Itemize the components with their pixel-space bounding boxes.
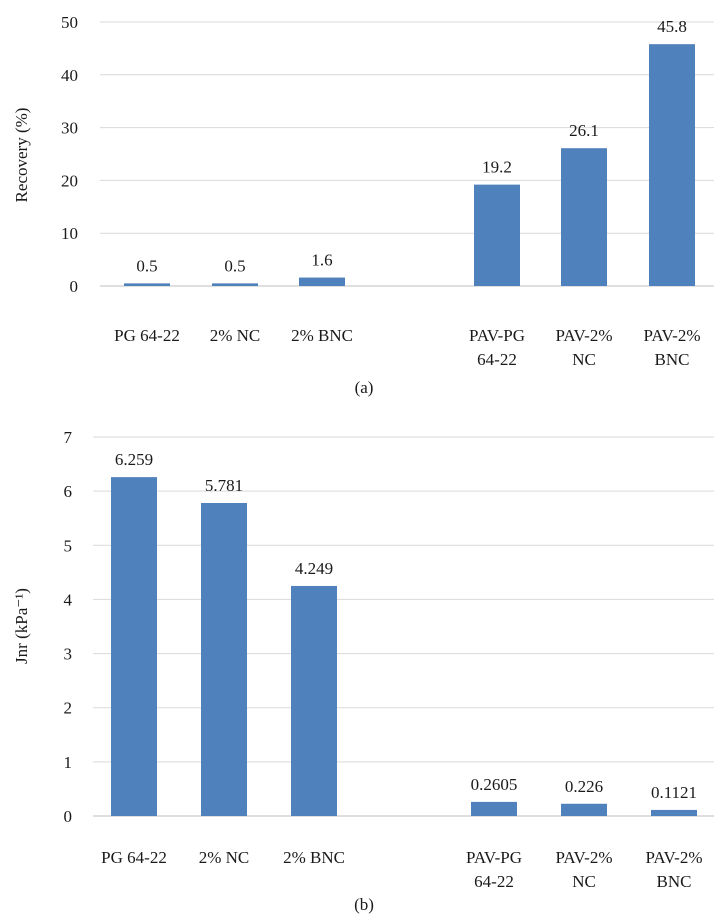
x-category-label: NC xyxy=(572,350,596,369)
y-axis-title: Recovery (%) xyxy=(12,108,31,203)
x-category-label: BNC xyxy=(655,350,690,369)
bar xyxy=(212,283,258,286)
data-label: 4.249 xyxy=(295,559,333,578)
y-tick-label: 0 xyxy=(64,807,73,826)
bar xyxy=(111,477,157,816)
x-category-label: 2% NC xyxy=(199,848,250,867)
bar xyxy=(651,809,697,816)
y-tick-label: 3 xyxy=(64,645,73,664)
panel-caption: (a) xyxy=(355,378,374,397)
data-label: 0.2605 xyxy=(471,775,518,794)
x-category-label: PG 64-22 xyxy=(114,326,180,345)
x-category-label: PAV-2% xyxy=(555,326,612,345)
y-tick-label: 6 xyxy=(64,482,73,501)
y-tick-label: 1 xyxy=(64,753,73,772)
data-label: 45.8 xyxy=(657,17,687,36)
data-label: 0.226 xyxy=(565,777,603,796)
data-label: 26.1 xyxy=(569,121,599,140)
x-category-label: 64-22 xyxy=(474,872,514,891)
bar xyxy=(561,148,607,286)
x-category-label: 2% BNC xyxy=(291,326,353,345)
x-category-label: 2% BNC xyxy=(283,848,345,867)
x-category-label: 2% NC xyxy=(210,326,261,345)
data-label: 0.1121 xyxy=(651,783,697,802)
data-label: 6.259 xyxy=(115,450,153,469)
x-category-label: PAV-PG xyxy=(469,326,525,345)
y-tick-label: 2 xyxy=(64,699,73,718)
x-category-label: BNC xyxy=(657,872,692,891)
y-tick-label: 10 xyxy=(61,224,78,243)
x-category-label: PAV-2% xyxy=(555,848,612,867)
bar xyxy=(561,803,607,816)
x-category-label: NC xyxy=(572,872,596,891)
bar xyxy=(124,283,170,286)
bar xyxy=(649,44,695,287)
y-tick-label: 40 xyxy=(61,66,78,85)
x-category-label: PG 64-22 xyxy=(101,848,167,867)
y-tick-label: 5 xyxy=(64,536,73,555)
data-label: 0.5 xyxy=(136,256,157,275)
x-category-label: 64-22 xyxy=(477,350,517,369)
bar xyxy=(471,801,517,816)
y-tick-label: 0 xyxy=(70,277,79,296)
x-category-label: PAV-2% xyxy=(643,326,700,345)
y-tick-label: 30 xyxy=(61,119,78,138)
x-category-label: PAV-PG xyxy=(466,848,522,867)
bar xyxy=(474,184,520,286)
panel-caption: (b) xyxy=(354,895,374,914)
bar xyxy=(201,503,247,816)
y-axis-title: Jnr (kPa⁻¹) xyxy=(12,588,31,664)
y-tick-label: 7 xyxy=(64,428,73,447)
data-label: 0.5 xyxy=(224,256,245,275)
y-tick-label: 50 xyxy=(61,13,78,32)
bar xyxy=(291,585,337,816)
data-label: 19.2 xyxy=(482,158,512,177)
y-tick-label: 20 xyxy=(61,171,78,190)
y-tick-label: 4 xyxy=(64,590,73,609)
bar xyxy=(299,277,345,286)
data-label: 1.6 xyxy=(311,251,332,270)
x-category-label: PAV-2% xyxy=(645,848,702,867)
data-label: 5.781 xyxy=(205,476,243,495)
